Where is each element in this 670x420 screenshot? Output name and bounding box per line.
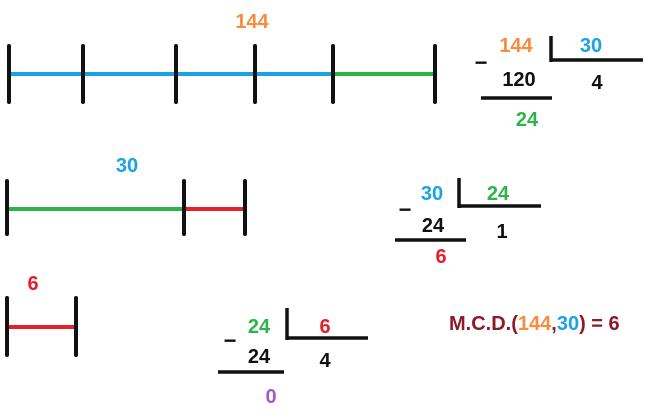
- division1-remainder: 24: [516, 109, 539, 131]
- segment2-label: 30: [116, 155, 138, 177]
- gcd-result: M.C.D.(144,30) = 6: [449, 313, 620, 335]
- division2-divisor: 24: [487, 183, 510, 205]
- division3-quotient: 4: [319, 350, 331, 372]
- segment3-ticks: [5, 296, 78, 357]
- division3-remainder: 0: [265, 386, 276, 408]
- segment2-ticks: [5, 179, 247, 236]
- division1: 144 30 − 120 4 24: [475, 35, 643, 131]
- division2-quotient: 1: [496, 221, 507, 243]
- segment1-bar: [7, 44, 437, 104]
- division1-dividend: 144: [499, 35, 533, 57]
- gcd-result-suffix: ) = 6: [579, 313, 620, 335]
- division2-subtrahend: 24: [422, 215, 445, 237]
- segment1-ticks: [7, 44, 437, 104]
- division1-divisor: 30: [580, 35, 602, 57]
- division3-dividend: 24: [248, 316, 271, 338]
- division1-subtrahend: 120: [502, 69, 535, 91]
- segment3-bar: [5, 296, 78, 357]
- division2-remainder: 6: [435, 246, 446, 268]
- division2-dividend: 30: [421, 183, 443, 205]
- division2: 30 24 − 24 1 6: [395, 178, 541, 268]
- segment1-label: 144: [235, 11, 269, 33]
- division3-divisor: 6: [319, 316, 330, 338]
- division1-quotient: 4: [591, 72, 603, 94]
- segment2-bar: [5, 179, 247, 236]
- division2-minus: −: [399, 197, 412, 222]
- gcd-result-a: 144: [518, 313, 552, 335]
- division1-minus: −: [475, 50, 488, 75]
- gcd-result-b: 30: [557, 313, 579, 335]
- division3: 24 6 − 24 4 0: [218, 308, 368, 408]
- division3-subtrahend: 24: [248, 346, 271, 368]
- segment3-label: 6: [27, 273, 38, 295]
- division3-minus: −: [224, 328, 237, 353]
- gcd-result-comma: ,: [551, 313, 557, 335]
- gcd-result-prefix: M.C.D.(: [449, 313, 518, 335]
